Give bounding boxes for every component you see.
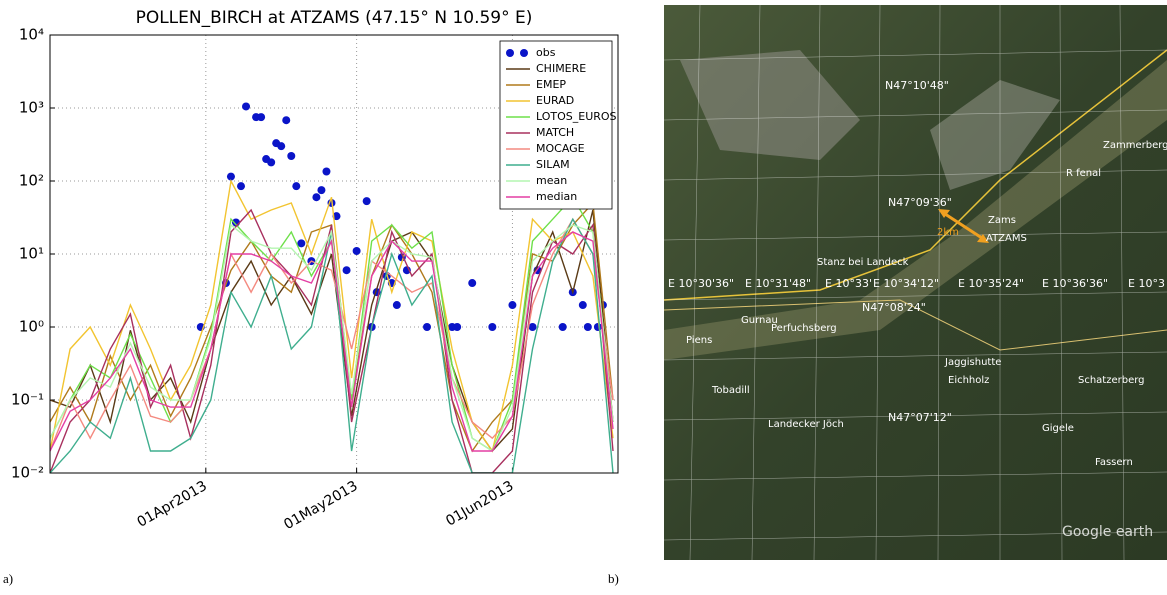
- legend-marker: [520, 49, 528, 57]
- legend-label: CHIMERE: [536, 62, 586, 75]
- obs-point: [453, 323, 462, 331]
- legend-label: MATCH: [536, 126, 574, 139]
- road: [663, 49, 1167, 301]
- plot-area: [50, 102, 614, 473]
- place-label: Jaggishutte: [944, 357, 1001, 368]
- panel-label: a): [3, 571, 13, 586]
- obs-point: [292, 182, 301, 191]
- place-label: ATZAMS: [986, 233, 1027, 244]
- latitude-label: N47°10'48": [885, 79, 949, 92]
- obs-point: [558, 323, 567, 331]
- place-label: Tobadill: [711, 385, 750, 396]
- obs-point: [317, 186, 326, 195]
- chart-title: POLLEN_BIRCH at ATZAMS (47.15° N 10.59° …: [136, 8, 533, 28]
- satellite-map: N47°10'48" N47°09'36" N47°08'24" N47°07'…: [663, 4, 1167, 561]
- y-tick-label: 10⁴: [19, 26, 44, 44]
- place-label: Zammerberg: [1103, 140, 1167, 151]
- legend-label: MOCAGE: [536, 142, 585, 155]
- y-tick-label: 10⁻¹: [11, 391, 44, 409]
- panel-label: b): [608, 571, 619, 586]
- obs-point: [322, 167, 331, 176]
- legend-label: SILAM: [536, 158, 570, 171]
- latitude-label: N47°07'12": [888, 411, 952, 424]
- place-label: Piens: [686, 335, 712, 346]
- legend-label: median: [536, 190, 577, 203]
- scale-label: 2km: [937, 227, 959, 238]
- obs-point: [282, 116, 291, 125]
- legend-label: mean: [536, 174, 567, 187]
- y-tick-label: 10²: [19, 172, 44, 190]
- legend-label: obs: [536, 46, 556, 59]
- obs-point: [257, 113, 266, 122]
- longitude-label: E 10°36'36": [1042, 277, 1108, 290]
- place-label: Fassern: [1095, 457, 1133, 468]
- longitude-label: E 10°33': [825, 277, 872, 290]
- place-label: Gigele: [1042, 423, 1074, 434]
- obs-point: [226, 172, 235, 181]
- obs-point: [352, 246, 361, 255]
- obs-point: [362, 197, 371, 206]
- map-grid: [663, 4, 1167, 561]
- place-label: Landecker Jöch: [768, 419, 844, 430]
- series-line: [50, 208, 614, 473]
- valley: [664, 60, 1167, 360]
- place-label: Eichholz: [948, 375, 989, 386]
- legend-label: EMEP: [536, 78, 566, 91]
- obs-point: [578, 301, 587, 310]
- obs-point: [287, 152, 296, 161]
- longitude-label: E 10°3: [1128, 277, 1165, 290]
- legend-label: EURAD: [536, 94, 574, 107]
- obs-point: [583, 323, 592, 331]
- obs-point: [488, 323, 497, 331]
- longitude-label: E 10°34'12": [873, 277, 939, 290]
- legend-label: LOTOS_EUROS: [536, 110, 617, 123]
- longitude-label: E 10°31'48": [745, 277, 811, 290]
- series-line: [50, 231, 614, 452]
- rock-area: [930, 80, 1060, 190]
- place-label: Perfuchsberg: [771, 323, 837, 334]
- rock-area: [680, 50, 860, 160]
- obs-point: [468, 279, 477, 288]
- obs-point: [277, 142, 286, 151]
- y-tick-label: 10⁻²: [11, 464, 44, 482]
- obs-point: [593, 323, 602, 331]
- series-line: [50, 223, 614, 453]
- arrow-heads: [938, 209, 989, 243]
- series-line: [50, 178, 614, 453]
- obs-point: [267, 158, 276, 167]
- place-label: Zams: [988, 215, 1016, 226]
- y-tick-label: 10³: [19, 99, 44, 117]
- obs-point: [297, 239, 306, 248]
- longitude-label: E 10°30'36": [668, 277, 734, 290]
- place-label: Gurnau: [741, 315, 778, 326]
- obs-point: [392, 301, 401, 310]
- scale-arrow: [941, 210, 986, 242]
- obs-point: [312, 193, 321, 202]
- y-tick-label: 10⁰: [19, 318, 44, 336]
- latitude-label: N47°08'24": [862, 301, 926, 314]
- y-tick-label: 10¹: [19, 245, 44, 263]
- road: [663, 299, 1167, 351]
- place-label: Stanz bei Landeck: [817, 257, 909, 268]
- place-label: R fenal: [1066, 168, 1101, 179]
- legend-marker: [506, 49, 514, 57]
- series-line: [50, 217, 614, 452]
- obs-point: [242, 102, 251, 111]
- longitude-label: E 10°35'24": [958, 277, 1024, 290]
- plot-frame: [49, 34, 619, 474]
- obs-point: [508, 301, 517, 310]
- watermark: Google earth: [1062, 524, 1153, 540]
- obs-point: [342, 266, 351, 275]
- obs-point: [237, 182, 246, 191]
- latitude-label: N47°09'36": [888, 196, 952, 209]
- obs-point: [528, 323, 537, 331]
- place-label: Schatzerberg: [1078, 375, 1145, 386]
- obs-point: [422, 323, 431, 331]
